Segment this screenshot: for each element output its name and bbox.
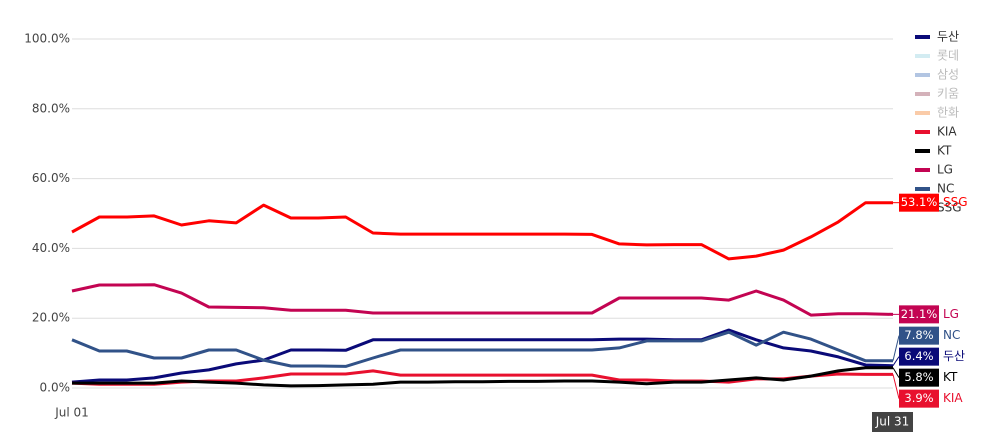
series-line xyxy=(71,330,893,368)
end-label-box xyxy=(899,305,939,324)
legend-label: LG xyxy=(937,163,953,177)
series-line xyxy=(71,328,894,384)
end-label-value: 53.1% xyxy=(901,195,938,209)
end-label-name: KIA xyxy=(943,391,963,405)
end-label-value: 5.8% xyxy=(904,370,933,384)
end-label-box xyxy=(899,193,939,212)
series-line xyxy=(72,366,893,388)
end-connector xyxy=(892,335,900,361)
y-tick-label: 0.0% xyxy=(40,381,71,395)
legend-label: KT xyxy=(937,144,952,158)
legend-label: 한화 xyxy=(937,106,959,120)
x-tick-label: Jul 01 xyxy=(54,406,89,420)
end-label-box xyxy=(899,347,939,366)
series-line xyxy=(71,283,894,317)
legend-label: 키움 xyxy=(937,87,959,101)
end-label: 21.1% LG xyxy=(893,305,959,324)
y-tick-label: 60.0% xyxy=(32,171,70,185)
legend-label: 삼성 xyxy=(937,68,959,82)
end-label-name: SSG xyxy=(943,195,968,209)
end-label-value: 7.8% xyxy=(904,328,933,342)
end-connector xyxy=(892,367,900,378)
end-label-value: 21.1% xyxy=(901,307,938,321)
hover-label: Jul 31 xyxy=(875,415,910,429)
end-label: 7.8% NC xyxy=(892,326,960,361)
end-label-name: NC xyxy=(943,328,960,342)
y-tick-label: 20.0% xyxy=(32,311,70,325)
end-label: 53.1% SSG xyxy=(893,193,968,212)
end-label-box xyxy=(899,389,939,408)
end-label-box xyxy=(899,326,939,345)
end-label-value: 3.9% xyxy=(904,391,933,405)
end-label-value: 6.4% xyxy=(904,349,933,363)
hover-box xyxy=(872,412,913,432)
end-label-name: LG xyxy=(943,307,959,321)
legend-label: 두산 xyxy=(937,30,959,44)
end-label-box xyxy=(899,368,939,387)
end-label: 6.4% 두산 xyxy=(892,347,965,366)
y-tick-label: 40.0% xyxy=(32,241,70,255)
end-label: 3.9% KIA xyxy=(892,374,963,408)
legend-label: KIA xyxy=(937,125,957,139)
series-line xyxy=(71,201,893,261)
legend-label: 롯데 xyxy=(937,49,959,63)
y-tick-label: 80.0% xyxy=(32,101,70,115)
end-label-name: KT xyxy=(943,370,958,384)
end-label: 5.8% KT xyxy=(892,367,958,387)
end-connector xyxy=(892,374,900,399)
y-tick-label: 100.0% xyxy=(24,32,70,46)
end-connector xyxy=(892,356,900,366)
end-label-name: 두산 xyxy=(943,349,965,363)
legend-label: SSG xyxy=(937,201,962,215)
legend-label: NC xyxy=(937,182,954,196)
